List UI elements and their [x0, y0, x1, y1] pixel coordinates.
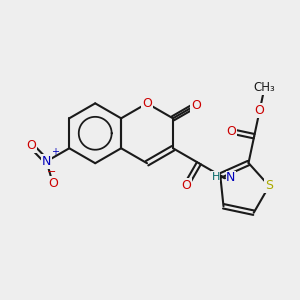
Text: S: S [265, 179, 273, 193]
Text: N: N [226, 171, 236, 184]
Text: O: O [181, 179, 191, 193]
Text: CH₃: CH₃ [254, 81, 275, 94]
Text: O: O [142, 97, 152, 110]
Text: O: O [191, 99, 201, 112]
Text: O: O [48, 177, 58, 190]
Text: N: N [42, 155, 51, 168]
Text: −: − [46, 167, 56, 177]
Text: O: O [255, 104, 265, 117]
Text: +: + [51, 147, 59, 157]
Text: O: O [226, 125, 236, 138]
Text: H: H [212, 172, 220, 182]
Text: O: O [26, 139, 36, 152]
